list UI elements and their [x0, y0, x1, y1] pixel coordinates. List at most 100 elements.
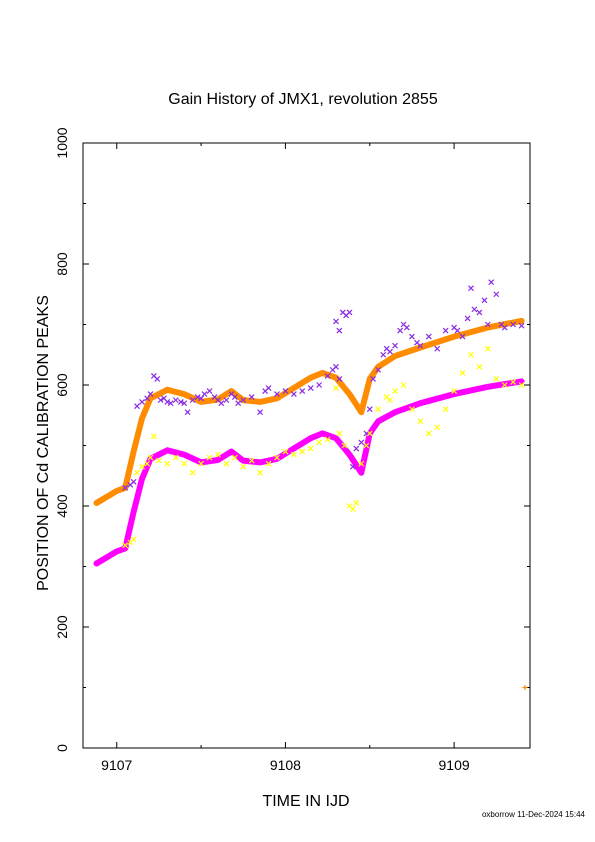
chart-title: Gain History of JMX1, revolution 2855 [168, 91, 438, 108]
data-point-series-2 [518, 382, 525, 388]
data-point-series-2 [299, 448, 306, 455]
data-point-series-2 [122, 542, 129, 549]
data-point-series-1 [358, 439, 365, 446]
data-point-series-2 [240, 463, 247, 470]
y-axis-label: POSITION OF Cd CALIBRATION PEAKS [35, 295, 52, 591]
data-point-series-2 [442, 406, 449, 413]
data-point-series-1 [274, 391, 280, 397]
data-point-series-1 [336, 327, 343, 334]
data-point-series-2 [333, 385, 339, 391]
data-point-series-1 [154, 376, 161, 382]
data-point-series-2 [215, 451, 221, 458]
data-point-series-1 [164, 399, 171, 405]
data-point-series-1 [464, 315, 471, 322]
data-point-series-2 [147, 454, 154, 461]
data-point-series-1 [366, 406, 373, 413]
data-point-series-2 [164, 460, 171, 467]
data-point-series-2 [223, 460, 230, 467]
fit-line-2 [93, 378, 525, 567]
y-tick-label: 0 [54, 744, 70, 752]
footer-timestamp: oxborrow 11-Dec-2024 15:44 [481, 810, 585, 819]
data-point-series-2 [387, 397, 393, 404]
data-point-series-1 [484, 321, 491, 328]
data-point-series-2 [139, 463, 145, 470]
data-point-series-1 [488, 279, 495, 286]
data-point-series-1 [157, 397, 164, 404]
y-tick-label: 1000 [54, 127, 70, 158]
data-point-series-1 [417, 342, 424, 349]
data-point-series-1 [218, 400, 225, 407]
y-tick-label: 400 [54, 494, 70, 518]
data-point-series-1 [349, 463, 356, 470]
data-point-series-2 [353, 500, 360, 506]
data-point-series-1 [392, 342, 398, 349]
data-point-series-2 [155, 457, 162, 464]
data-point-series-2 [336, 430, 343, 437]
data-point-series-2 [375, 406, 382, 413]
data-point-series-1 [201, 391, 208, 397]
data-point-series-1 [493, 291, 500, 298]
fit-line-1 [93, 317, 525, 506]
data-point-series-1 [290, 391, 297, 397]
data-point-series-1 [518, 322, 525, 329]
data-point-series-1 [380, 351, 387, 358]
data-point-series-2 [307, 445, 314, 452]
data-point-series-2 [425, 430, 432, 437]
data-point-series-1 [198, 395, 204, 402]
data-point-series-1 [468, 285, 474, 292]
y-tick-label: 800 [54, 252, 70, 276]
data-point-series-2 [493, 376, 500, 382]
data-point-series-1 [206, 388, 213, 394]
data-point-series-1 [403, 324, 410, 331]
data-point-series-1 [442, 327, 449, 334]
y-tick-label: 200 [54, 615, 70, 639]
data-point-series-2 [198, 460, 204, 467]
data-point-series-2 [172, 454, 179, 461]
x-tick-label: 9107 [101, 757, 132, 773]
data-point-series-1 [181, 400, 188, 407]
data-point-series-2 [341, 442, 348, 449]
data-point-series-2 [501, 382, 508, 388]
data-point-series-2 [150, 433, 157, 440]
data-point-series-1 [510, 321, 517, 328]
data-point-series-1 [172, 397, 179, 404]
data-point-series-2 [282, 448, 289, 455]
data-point-series-1 [434, 345, 441, 352]
data-point-series-2 [392, 388, 398, 394]
data-point-series-1 [194, 394, 201, 401]
data-point-series-1 [231, 394, 238, 401]
data-point-series-2 [248, 457, 255, 464]
data-point-series-1 [139, 399, 145, 405]
data-point-series-1 [316, 382, 323, 388]
data-point-series-1 [248, 394, 255, 401]
data-point-series-1 [346, 309, 353, 316]
data-point-series-1 [235, 400, 242, 407]
axis-ticks: 0 200 400 600 800 1000 9107 9108 9109 [54, 127, 530, 773]
data-point-series-2 [400, 382, 407, 388]
data-point-series-1 [336, 376, 343, 382]
y-tick-label: 600 [54, 373, 70, 397]
data-point-series-2 [434, 424, 441, 431]
data-point-series-1 [144, 395, 151, 402]
data-point-series-2 [290, 451, 297, 458]
data-point-series-2 [231, 454, 238, 461]
data-point-series-1 [147, 391, 154, 397]
data-point-series-2 [265, 460, 272, 467]
data-point-series-1 [409, 333, 415, 340]
data-point-series-2 [363, 442, 370, 449]
data-point-series-1 [189, 397, 196, 404]
data-point-series-2 [144, 460, 151, 467]
fit-lines [93, 317, 525, 567]
data-point-series-2 [316, 439, 323, 446]
data-point-series-2 [409, 406, 415, 413]
data-point-series-2 [134, 469, 140, 476]
data-markers [122, 279, 528, 690]
data-point-series-1 [184, 409, 191, 416]
data-point-series-1 [370, 376, 377, 382]
data-point-series-1 [265, 385, 272, 391]
x-tick-label: 9109 [439, 757, 470, 773]
data-point-series-1 [353, 445, 360, 452]
data-point-series-2 [130, 536, 137, 543]
data-point-series-2 [274, 454, 280, 461]
data-point-series-2 [324, 436, 331, 443]
